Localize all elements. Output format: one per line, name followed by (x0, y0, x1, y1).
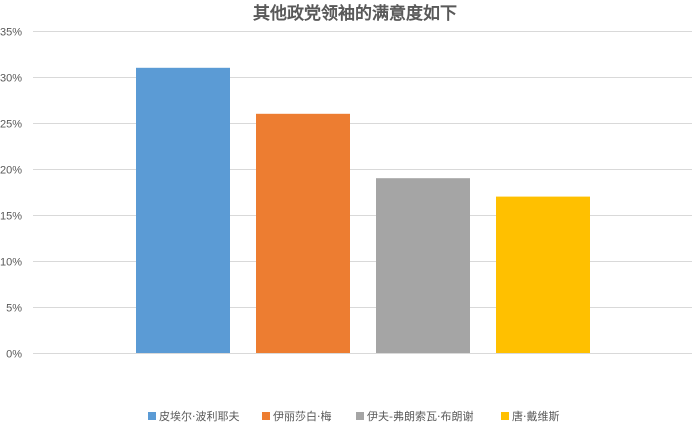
y-axis-tick-labels: 0% 5% 10% 15% 20% 25% 30% 35% (0, 27, 22, 361)
legend-swatch (501, 412, 509, 420)
y-tick-label: 20% (0, 165, 22, 177)
bar (496, 196, 590, 353)
legend: 皮埃尔·波利耶夫 伊丽莎白·梅 伊夫-弗朗索瓦·布朗谢 唐·戴维斯 (148, 409, 560, 423)
bars (136, 67, 590, 354)
y-tick-label: 35% (0, 27, 22, 39)
legend-label: 伊夫-弗朗索瓦·布朗谢 (367, 409, 473, 423)
bar (136, 67, 230, 354)
legend-swatch (148, 412, 156, 420)
legend-swatch (356, 412, 364, 420)
legend-item: 伊丽莎白·梅 (262, 409, 332, 423)
bar (256, 113, 350, 353)
chart-title: 其他政党领袖的满意度如下 (253, 3, 457, 24)
legend-label: 唐·戴维斯 (512, 409, 560, 423)
y-tick-label: 5% (6, 303, 22, 315)
y-tick-label: 15% (0, 211, 22, 223)
legend-label: 伊丽莎白·梅 (273, 409, 332, 423)
y-tick-label: 10% (0, 257, 22, 269)
gridlines (33, 31, 692, 308)
y-tick-label: 0% (6, 349, 22, 361)
legend-label: 皮埃尔·波利耶夫 (159, 409, 240, 423)
legend-item: 伊夫-弗朗索瓦·布朗谢 (356, 409, 473, 423)
legend-item: 唐·戴维斯 (501, 409, 560, 423)
legend-item: 皮埃尔·波利耶夫 (148, 409, 240, 423)
bar (376, 178, 470, 353)
y-tick-label: 30% (0, 73, 22, 85)
y-tick-label: 25% (0, 119, 22, 131)
legend-swatch (262, 412, 270, 420)
